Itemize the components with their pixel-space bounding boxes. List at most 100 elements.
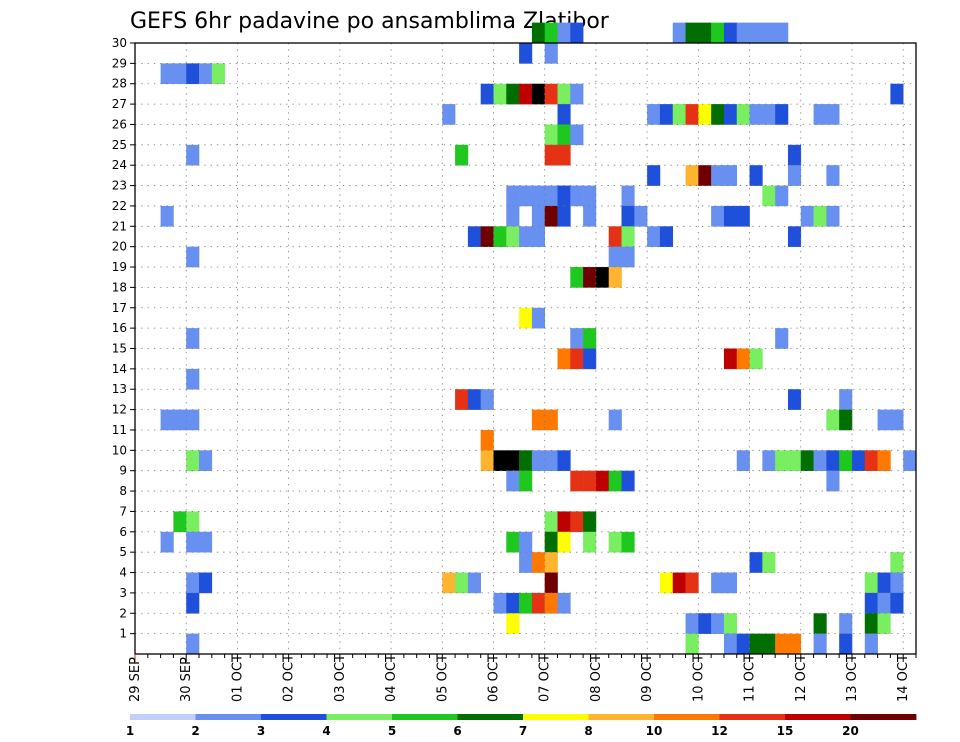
heatmap-cell [583,328,597,349]
heatmap-cell [877,592,891,614]
heatmap-cell [173,63,187,85]
heatmap-cell [455,572,469,594]
heatmap-cell [160,409,174,431]
heatmap-cell [544,531,558,553]
y-tick-label: 25 [112,138,127,152]
heatmap-cell [557,205,571,227]
legend-swatch [392,714,458,720]
heatmap-cell [775,185,789,207]
heatmap-cell [685,104,699,125]
legend-swatch [719,714,786,720]
legend-label: 6 [453,724,461,738]
legend-swatch [261,714,327,720]
x-axis: 29 SEP 30 SEP 01 OCT 02 OCT 03 OCT 04 OCT 05 O… [128,654,917,702]
heatmap-cell [813,104,827,125]
y-tick-label: 30 [112,36,127,50]
heatmap-cell [506,470,520,492]
heatmap-cell [557,144,571,166]
heatmap-cell [813,633,827,655]
heatmap-cell [749,552,763,573]
heatmap-cell [839,389,853,410]
heatmap-cell [851,450,866,471]
heatmap-cell [775,22,789,44]
y-tick-label: 6 [119,525,127,539]
heatmap-cell [544,124,558,146]
heatmap-cell [698,104,712,125]
heatmap-cell [480,226,494,247]
y-tick-label: 15 [112,342,127,356]
heatmap-cell [762,104,776,125]
heatmap-cell [813,450,827,471]
heatmap-cell [659,226,674,247]
heatmap-cell [723,613,738,634]
heatmap-cell [711,205,725,227]
heatmap-cell [531,83,545,105]
heatmap-cell [864,613,878,634]
heatmap-cell [583,511,597,533]
heatmap-cell [493,83,507,105]
y-tick-label: 24 [112,158,127,172]
y-tick-label: 13 [112,382,127,396]
heatmap-cell [480,450,494,471]
x-tick-label: 10 OCT [691,654,706,702]
heatmap-cell [544,144,558,166]
heatmap-cell [557,83,571,105]
heatmap-cell [749,22,763,44]
x-tick-label: 07 OCT [538,654,553,702]
heatmap-cell [864,450,878,471]
y-tick-label: 3 [119,586,127,600]
y-tick-label: 8 [119,484,127,498]
heatmap-cell [186,450,200,471]
heatmap-cell [186,328,200,349]
heatmap-cell [570,22,584,44]
heatmap-cell [723,572,738,594]
heatmap-cell [890,572,904,594]
heatmap-cell [903,450,917,471]
heatmap-cell [467,226,481,247]
heatmap-cell [544,83,558,105]
y-tick-label: 11 [112,423,127,437]
heatmap-cell [839,450,853,471]
heatmap-cell [685,165,699,186]
heatmap-cell [762,185,776,207]
y-tick-label: 2 [119,606,127,620]
heatmap-cell [621,246,635,268]
heatmap-cell [519,450,533,471]
heatmap-cell [583,267,597,288]
heatmap-cell [826,450,840,471]
heatmap-cell [659,104,674,125]
heatmap-cell [711,22,725,44]
heatmap-cell [519,592,533,614]
heatmap-cell [506,185,520,207]
x-tick-label: 02 OCT [282,654,297,702]
heatmap-cell [608,409,622,431]
x-tick-label: 11 OCT [743,654,758,702]
heatmap-cell [544,511,558,533]
heatmap-cell [736,104,750,125]
heatmap-cell [211,63,225,85]
heatmap-cell [531,592,545,614]
heatmap-cell [519,83,533,105]
heatmap-cell [570,348,584,370]
heatmap-cell [711,104,725,125]
legend-label: 15 [777,724,794,738]
heatmap-cell [544,22,558,44]
y-tick-label: 4 [119,566,127,580]
legend-label: 2 [191,724,199,738]
heatmap-cell [864,592,878,614]
heatmap-cell [531,226,545,247]
y-tick-label: 5 [119,545,127,559]
heatmap-cell [557,348,571,370]
heatmap-cell [467,572,481,594]
legend-swatch [457,714,524,720]
heatmap-cell [698,22,712,44]
heatmap-cell [531,22,545,44]
heatmap-cell [800,205,814,227]
heatmap-cell [186,633,200,655]
x-tick-label: 13 OCT [845,654,860,702]
legend-label: 1 [126,724,134,738]
heatmap-cell [723,205,738,227]
heatmap-cell [890,409,904,431]
x-tick-label: 14 OCT [896,654,911,702]
heatmap-cell [519,226,533,247]
